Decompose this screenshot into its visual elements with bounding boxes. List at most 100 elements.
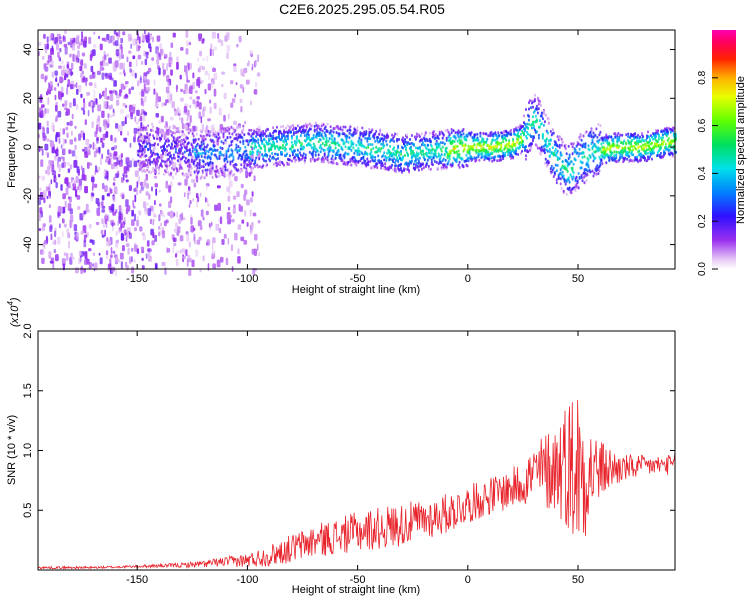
spectrogram-cell (544, 157, 547, 161)
spectrogram-cell (396, 132, 399, 136)
spectrogram-speckle (54, 177, 57, 182)
spectrogram-speckle (115, 90, 118, 96)
spectrogram-speckle (51, 122, 55, 130)
spectrogram-cell (490, 146, 493, 149)
spectrogram-cell (202, 165, 205, 169)
spectrogram-cell (592, 159, 595, 163)
spectrogram-cell (334, 146, 337, 150)
spectrogram-cell (549, 167, 552, 171)
spectrogram-cell (356, 129, 359, 133)
spectrogram-cell (158, 168, 160, 172)
spectrogram-cell (578, 147, 581, 151)
spectrogram-speckle (220, 39, 224, 47)
spectrogram-speckle (60, 144, 63, 149)
spectrogram-cell (589, 131, 592, 135)
spectrogram-cell (145, 145, 148, 149)
spectrogram-cell (139, 143, 142, 147)
spectrogram-cell (386, 143, 389, 147)
spectrogram-cell (629, 145, 632, 149)
spectrogram-cell (598, 133, 601, 137)
spectrogram-cell (248, 128, 251, 132)
snr-scale-exponent: 4 (6, 301, 15, 306)
spectrogram-speckle (135, 121, 139, 125)
spectrogram-speckle (57, 156, 62, 162)
spectrogram-cell (672, 126, 675, 130)
spectrogram-y-tick-label: 20 (22, 92, 34, 104)
spectrogram-speckle (48, 204, 51, 209)
spectrogram-cell (502, 140, 505, 144)
spectrogram-speckle (196, 200, 199, 208)
spectrogram-cell (139, 128, 142, 131)
spectrogram-cell (444, 158, 447, 162)
spectrogram-cell (648, 157, 650, 161)
spectrogram-cell (166, 129, 169, 133)
spectrogram-speckle (119, 89, 122, 97)
spectrogram-speckle (83, 75, 85, 81)
spectrogram-cell (661, 133, 664, 137)
spectrogram-speckle (100, 137, 103, 143)
spectrogram-speckle (105, 222, 108, 228)
spectrogram-speckle (99, 43, 103, 51)
spectrogram-cell (188, 148, 191, 152)
spectrogram-cell (254, 142, 257, 146)
spectrogram-speckle (124, 116, 127, 125)
spectrogram-speckle (191, 155, 194, 160)
spectrogram-cell (199, 152, 202, 156)
spectrogram-speckle (99, 61, 104, 66)
spectrogram-cell (349, 160, 352, 163)
spectrogram-cell (146, 132, 149, 135)
spectrogram-speckle (144, 72, 148, 77)
spectrogram-cell (546, 144, 549, 148)
spectrogram-cell (583, 181, 586, 185)
spectrogram-cell (543, 148, 546, 151)
spectrogram-cell (607, 147, 610, 151)
spectrogram-cell (467, 144, 470, 148)
spectrogram-cell (659, 145, 662, 149)
spectrogram-cell (446, 162, 449, 166)
spectrogram-speckle (120, 261, 123, 269)
spectrogram-speckle (94, 82, 97, 89)
spectrogram-cell (284, 130, 286, 134)
spectrogram-speckle (189, 200, 192, 205)
spectrogram-speckle (122, 230, 125, 235)
spectrogram-speckle (90, 196, 94, 202)
spectrogram-speckle (84, 242, 87, 247)
spectrogram-cell (671, 129, 674, 133)
spectrogram-cell (257, 138, 260, 142)
spectrogram-cell (369, 160, 372, 163)
spectrogram-speckle (47, 97, 50, 105)
spectrogram-cell (296, 153, 299, 157)
spectrogram-cell (151, 122, 154, 126)
spectrogram-speckle (109, 152, 112, 158)
spectrogram-cell (339, 153, 342, 157)
spectrogram-cell (290, 159, 293, 163)
spectrogram-cell (619, 133, 622, 137)
spectrogram-speckle (74, 125, 77, 129)
spectrogram-cell (313, 124, 316, 128)
spectrogram-cell (218, 157, 221, 160)
spectrogram-cell (577, 172, 580, 175)
spectrogram-cell (438, 144, 441, 147)
spectrogram-speckle (254, 233, 258, 241)
spectrogram-speckle (154, 200, 156, 206)
spectrogram-cell (537, 133, 540, 137)
spectrogram-speckle (138, 36, 141, 44)
spectrogram-speckle (66, 161, 70, 166)
spectrogram-cell (303, 134, 306, 137)
spectrogram-cell (164, 142, 166, 146)
spectrogram-speckle (110, 163, 115, 170)
spectrogram-cell (644, 142, 646, 146)
spectrogram-cell (356, 153, 359, 156)
spectrogram-speckle (184, 178, 188, 186)
spectrogram-cell (283, 140, 285, 144)
spectrogram-speckle (190, 62, 192, 70)
spectrogram-cell (361, 161, 364, 165)
spectrogram-cell (568, 180, 571, 184)
spectrogram-cell (618, 138, 621, 142)
spectrogram-cell (489, 134, 492, 138)
spectrogram-speckle (175, 250, 180, 255)
spectrogram-speckle (133, 188, 137, 192)
spectrogram-cell (139, 155, 142, 158)
spectrogram-speckle (165, 219, 169, 224)
spectrogram-cell (194, 138, 197, 142)
